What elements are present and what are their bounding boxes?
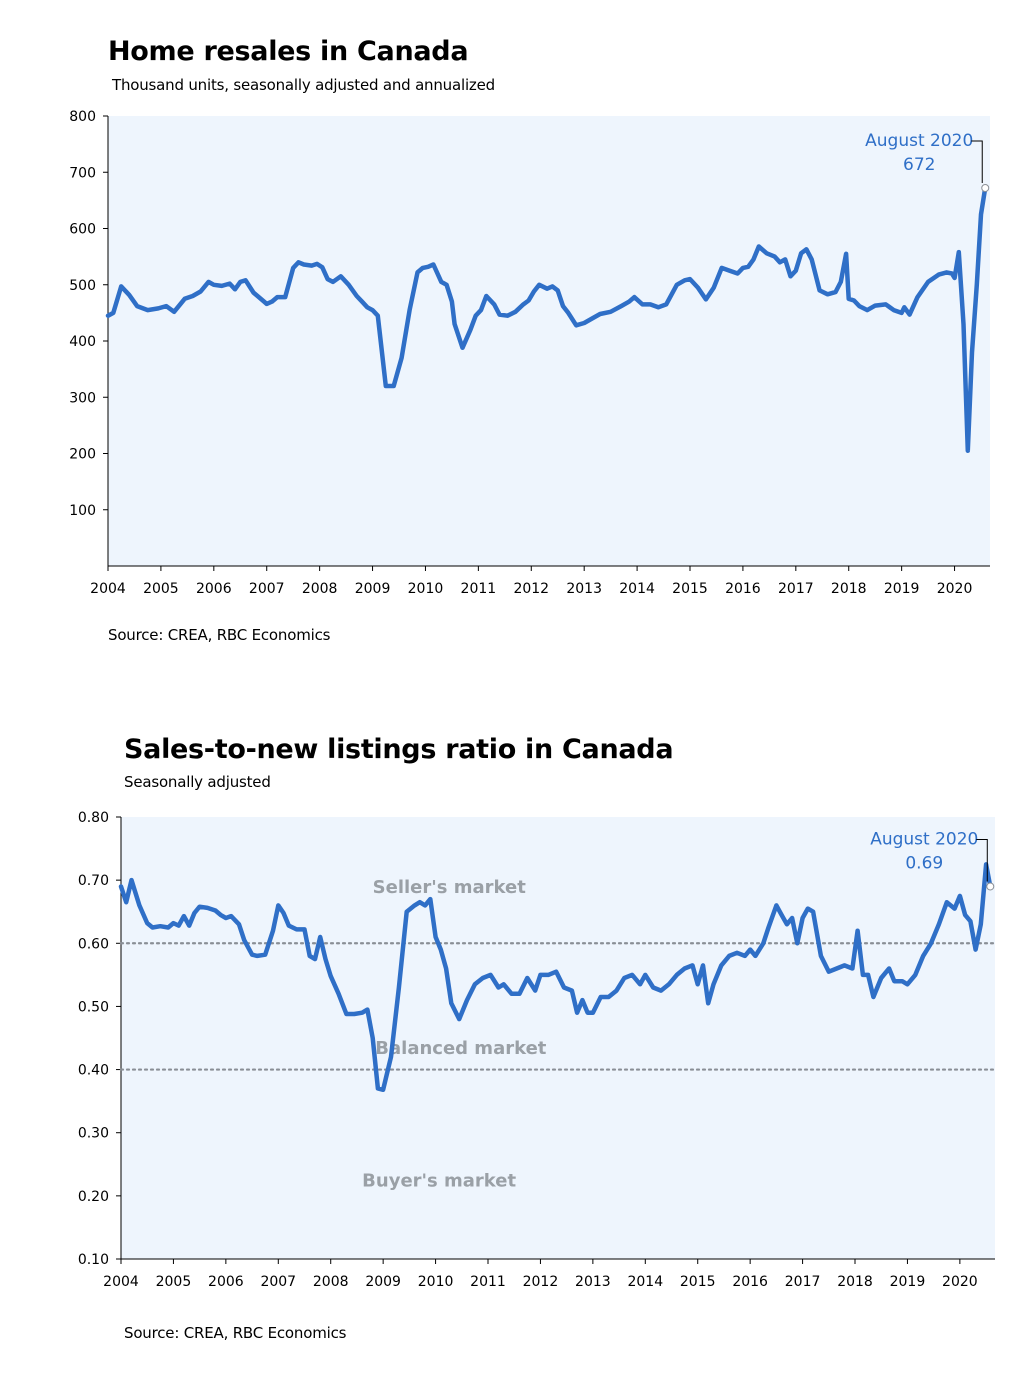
y-tick-label: 100: [69, 503, 96, 519]
zone-label: Buyer's market: [362, 1170, 516, 1191]
sales-to-listings-chart: Sales-to-new listings ratio in Canada Se…: [0, 700, 1036, 1380]
x-tick-label: 2012: [513, 581, 549, 597]
x-tick-label: 2019: [884, 581, 920, 597]
y-tick-label: 400: [69, 334, 96, 350]
x-tick-label: 2006: [208, 1274, 244, 1290]
plot-background: [121, 817, 995, 1259]
x-tick-label: 2005: [156, 1274, 192, 1290]
x-tick-label: 2015: [680, 1274, 716, 1290]
x-tick-label: 2010: [418, 1274, 454, 1290]
x-tick-label: 2004: [90, 581, 126, 597]
x-tick-label: 2017: [785, 1274, 821, 1290]
annotation-label: August 2020: [865, 131, 973, 151]
annotation-marker: [981, 184, 990, 192]
y-tick-label: 700: [69, 165, 96, 181]
y-tick-label: 500: [69, 278, 96, 294]
chart-subtitle: Seasonally adjusted: [124, 773, 271, 791]
plot-background: [108, 116, 990, 566]
x-tick-label: 2011: [470, 1274, 506, 1290]
x-tick-label: 2007: [249, 581, 285, 597]
chart-source: Source: CREA, RBC Economics: [108, 626, 331, 644]
x-tick-label: 2020: [942, 1274, 978, 1290]
x-tick-label: 2010: [408, 581, 444, 597]
annotation-value: 672: [903, 155, 935, 175]
home-resales-plot: 100 200 300 400 500 600 700 800 2004 2005 2006 2007…: [69, 109, 990, 597]
x-tick-label: 2009: [355, 581, 391, 597]
x-tick-label: 2012: [523, 1274, 559, 1290]
y-tick-label: 800: [69, 109, 96, 125]
chart-subtitle: Thousand units, seasonally adjusted and …: [112, 76, 495, 94]
y-tick-label: 300: [69, 390, 96, 406]
annotation-marker: [986, 882, 995, 891]
annotation-value: 0.69: [905, 853, 943, 873]
sales-to-listings-plot: 0.10 0.20 0.30 0.40 0.50 0.60 0.70 0.80 2004 2005…: [78, 810, 997, 1290]
x-tick-label: 2004: [103, 1274, 139, 1290]
series-line: [105, 185, 988, 453]
chart-title: Sales-to-new listings ratio in Canada: [124, 734, 674, 765]
chart-title: Home resales in Canada: [108, 36, 469, 67]
x-tick-label: 2019: [890, 1274, 926, 1290]
x-tick-label: 2016: [732, 1274, 768, 1290]
y-tick-label: 0.70: [78, 873, 109, 889]
x-tick-label: 2018: [831, 581, 867, 597]
x-tick-label: 2018: [837, 1274, 873, 1290]
x-tick-label: 2008: [302, 581, 338, 597]
x-tick-label: 2016: [725, 581, 761, 597]
y-tick-label: 200: [69, 447, 96, 463]
x-tick-label: 2014: [627, 1274, 663, 1290]
x-tick-label: 2015: [672, 581, 708, 597]
y-tick-label: 600: [69, 222, 96, 238]
x-tick-label: 2020: [937, 581, 973, 597]
y-tick-label: 0.30: [78, 1126, 109, 1142]
x-tick-label: 2013: [575, 1274, 611, 1290]
annotation-label: August 2020: [870, 829, 978, 849]
annotation-leader: [971, 140, 983, 183]
x-tick-label: 2007: [260, 1274, 296, 1290]
chart-source: Source: CREA, RBC Economics: [124, 1324, 347, 1342]
y-tick-label: 0.50: [78, 999, 109, 1015]
y-tick-label: 0.20: [78, 1189, 109, 1205]
x-tick-label: 2017: [778, 581, 814, 597]
x-tick-label: 2006: [196, 581, 232, 597]
annotation-leader: [976, 838, 988, 882]
x-tick-label: 2014: [619, 581, 655, 597]
x-tick-label: 2013: [566, 581, 602, 597]
zone-label: Seller's market: [373, 877, 527, 898]
y-tick-label: 0.60: [78, 936, 109, 952]
x-tick-label: 2009: [365, 1274, 401, 1290]
y-tick-label: 0.80: [78, 810, 109, 826]
y-tick-label: 0.10: [78, 1252, 109, 1268]
series-line: [118, 862, 993, 1093]
y-tick-label: 0.40: [78, 1063, 109, 1079]
x-tick-label: 2005: [143, 581, 179, 597]
x-tick-label: 2008: [313, 1274, 349, 1290]
zone-label: Balanced market: [375, 1038, 547, 1059]
home-resales-chart: Home resales in Canada Thousand units, s…: [69, 36, 990, 644]
x-tick-label: 2011: [461, 581, 497, 597]
